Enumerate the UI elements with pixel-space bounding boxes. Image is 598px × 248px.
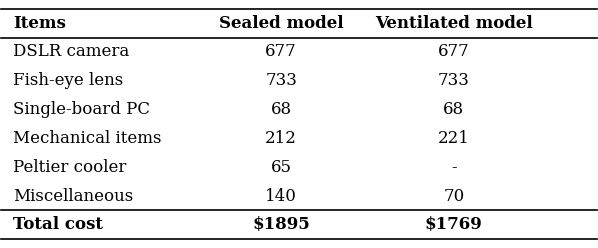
Text: Ventilated model: Ventilated model (375, 15, 533, 32)
Text: 677: 677 (438, 43, 469, 61)
Text: 677: 677 (266, 43, 297, 61)
Text: 221: 221 (438, 130, 469, 147)
Text: Mechanical items: Mechanical items (13, 130, 162, 147)
Text: Fish-eye lens: Fish-eye lens (13, 72, 124, 89)
Text: Total cost: Total cost (13, 216, 103, 233)
Text: Single-board PC: Single-board PC (13, 101, 150, 118)
Text: $1769: $1769 (425, 216, 483, 233)
Text: 212: 212 (265, 130, 297, 147)
Text: 65: 65 (271, 159, 292, 176)
Text: Items: Items (13, 15, 66, 32)
Text: Peltier cooler: Peltier cooler (13, 159, 127, 176)
Text: -: - (451, 159, 456, 176)
Text: 70: 70 (443, 187, 465, 205)
Text: 68: 68 (443, 101, 464, 118)
Text: 140: 140 (265, 187, 297, 205)
Text: $1895: $1895 (252, 216, 310, 233)
Text: DSLR camera: DSLR camera (13, 43, 130, 61)
Text: 733: 733 (265, 72, 297, 89)
Text: Sealed model: Sealed model (219, 15, 343, 32)
Text: 733: 733 (438, 72, 469, 89)
Text: Miscellaneous: Miscellaneous (13, 187, 133, 205)
Text: 68: 68 (270, 101, 292, 118)
